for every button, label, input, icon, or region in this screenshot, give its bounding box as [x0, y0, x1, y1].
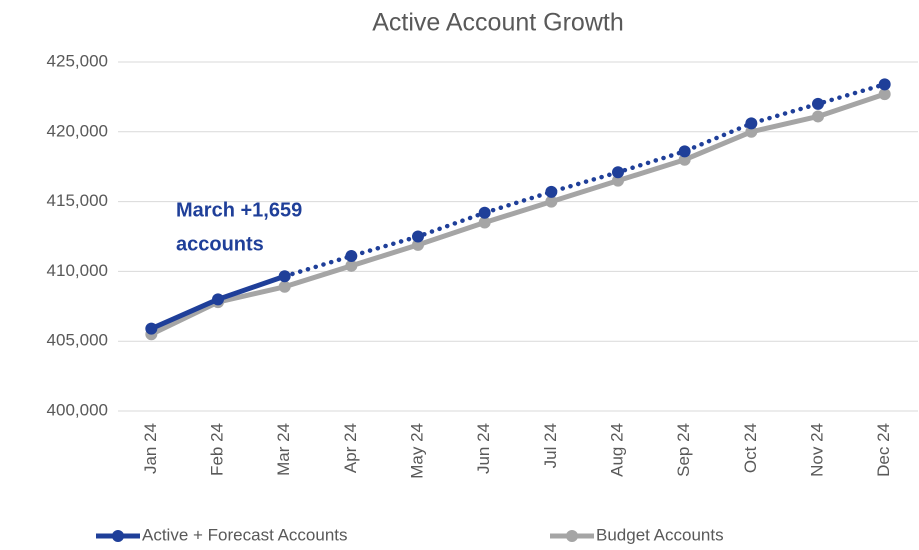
marker — [745, 125, 758, 138]
annotation: March +1,659 — [176, 199, 302, 221]
x-tick-label: Jan 24 — [141, 423, 160, 474]
marker — [745, 117, 758, 130]
marker — [878, 88, 891, 101]
legend-label: Active + Forecast Accounts — [142, 525, 348, 544]
legend-label: Budget Accounts — [596, 525, 724, 544]
y-tick-label: 420,000 — [47, 121, 108, 140]
marker — [678, 145, 691, 158]
marker — [345, 259, 358, 272]
marker — [478, 206, 491, 219]
y-tick-label: 425,000 — [47, 51, 108, 70]
x-tick-label: Dec 24 — [874, 423, 893, 477]
marker — [412, 238, 424, 251]
x-tick-label: Feb 24 — [207, 423, 226, 476]
x-tick-label: Mar 24 — [274, 423, 293, 476]
marker — [278, 270, 291, 283]
forecast-line — [282, 82, 887, 279]
x-tick-label: Jul 24 — [541, 423, 560, 468]
x-tick-label: Apr 24 — [341, 423, 360, 473]
marker — [678, 153, 691, 166]
marker — [278, 280, 291, 293]
chart-title: Active Account Growth — [372, 9, 624, 37]
annotation: accounts — [176, 233, 264, 255]
legend-marker — [112, 530, 124, 542]
y-tick-label: 415,000 — [47, 191, 108, 210]
marker — [412, 230, 424, 243]
marker — [812, 110, 824, 123]
marker — [812, 97, 824, 110]
legend-marker — [566, 530, 578, 542]
marker — [612, 174, 624, 187]
x-tick-label: Jun 24 — [474, 423, 493, 474]
x-tick-label: Oct 24 — [741, 423, 760, 473]
marker — [212, 293, 224, 306]
marker — [612, 166, 624, 179]
marker — [545, 195, 558, 208]
y-tick-label: 405,000 — [47, 331, 108, 350]
marker — [345, 250, 358, 263]
x-tick-label: May 24 — [407, 423, 426, 479]
y-tick-label: 400,000 — [47, 400, 108, 419]
marker — [545, 185, 558, 198]
marker — [878, 78, 891, 91]
x-tick-label: Sep 24 — [674, 423, 693, 477]
x-tick-label: Nov 24 — [807, 423, 826, 477]
marker — [478, 216, 491, 229]
x-tick-label: Aug 24 — [607, 423, 626, 477]
series-line — [148, 91, 888, 337]
marker — [145, 322, 158, 335]
y-tick-label: 410,000 — [47, 261, 108, 280]
